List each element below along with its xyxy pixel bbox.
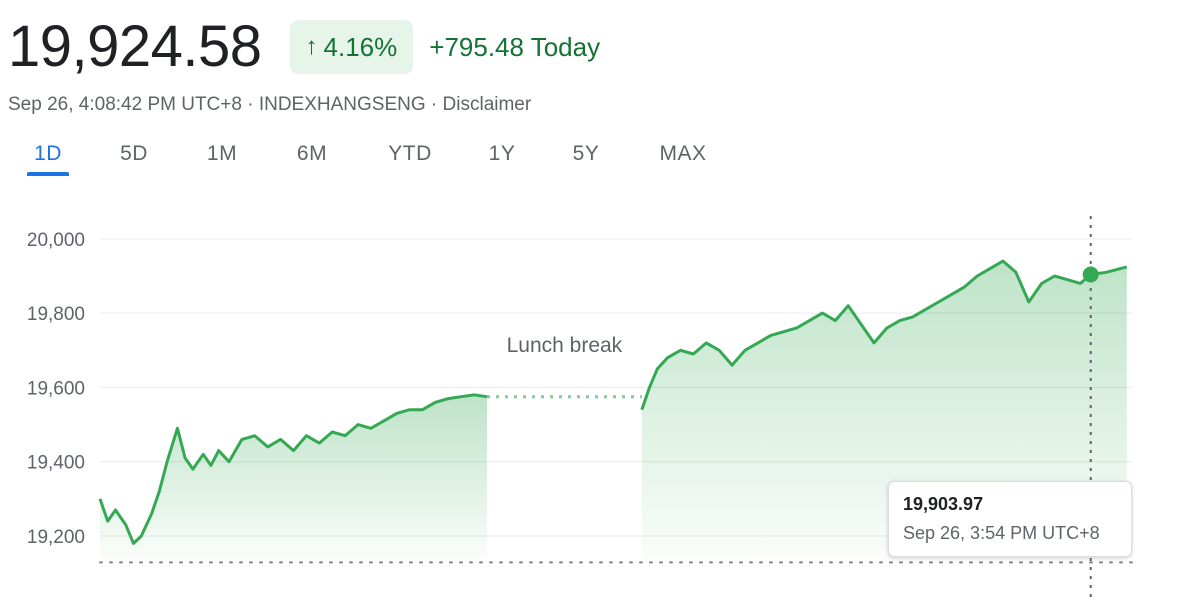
y-tick-label: 19,200 — [27, 527, 85, 548]
tab-5d[interactable]: 5D — [120, 142, 148, 165]
quote-meta: Sep 26, 4:08:42 PM UTC+8 · INDEXHANGSENG… — [8, 94, 531, 116]
separator: · — [430, 94, 438, 115]
quote-header: 19,924.58 ↑ 4.16% +795.48 Today — [8, 18, 600, 76]
y-tick-label: 19,600 — [27, 378, 85, 399]
morning-area — [100, 394, 487, 562]
change-today: +795.48 Today — [429, 31, 601, 62]
tab-6m[interactable]: 6M — [296, 142, 328, 165]
morning-line — [98, 393, 488, 545]
tab-1y[interactable]: 1Y — [488, 142, 516, 165]
tooltip-value: 19,903.97 — [903, 494, 984, 514]
range-tabs: 1D 5D 1M 6M YTD 1Y 5Y MAX — [0, 138, 760, 178]
hover-tooltip: 19,903.97 Sep 26, 3:54 PM UTC+8 — [888, 481, 1132, 557]
exchange-symbol: INDEXHANGSENG — [258, 94, 426, 115]
active-tab-indicator — [27, 172, 69, 176]
highlighted-point — [1082, 266, 1099, 283]
lunch-break-label: Lunch break — [507, 334, 623, 357]
separator: · — [247, 94, 254, 115]
y-tick-label: 20,000 — [27, 230, 85, 251]
tab-1m[interactable]: 1M — [206, 142, 238, 165]
y-tick-label: 19,800 — [27, 304, 85, 325]
change-percent-badge: ↑ 4.16% — [289, 20, 414, 74]
disclaimer-link[interactable]: Disclaimer — [442, 94, 532, 115]
current-price: 19,924.58 — [8, 14, 262, 79]
tab-max[interactable]: MAX — [659, 142, 707, 165]
arrow-up-icon: ↑ — [305, 33, 318, 60]
quote-timestamp: Sep 26, 4:08:42 PM UTC+8 — [8, 94, 242, 115]
y-tick-label: 19,400 — [27, 453, 85, 474]
change-percent: 4.16% — [323, 31, 398, 62]
afternoon-line — [640, 259, 1128, 411]
tab-1d[interactable]: 1D — [34, 142, 62, 165]
tab-ytd[interactable]: YTD — [388, 142, 432, 165]
tab-5y[interactable]: 5Y — [572, 142, 600, 165]
tooltip-time: Sep 26, 3:54 PM UTC+8 — [903, 523, 1100, 543]
